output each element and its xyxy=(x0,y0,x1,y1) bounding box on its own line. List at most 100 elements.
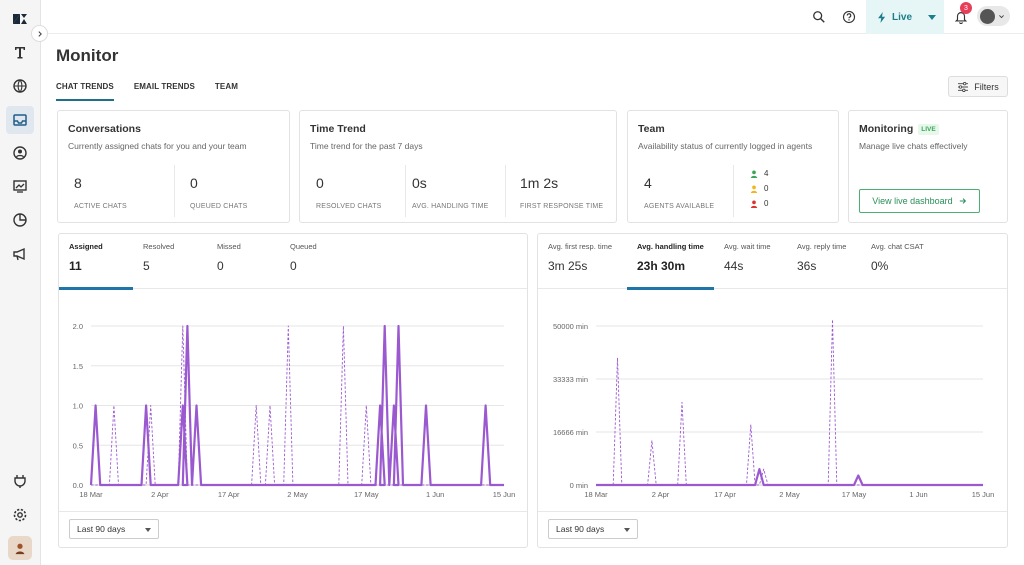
avg-handling-time-metric: 0s AVG. HANDLING TIME xyxy=(405,165,505,217)
x-tick-label: 17 Apr xyxy=(218,490,240,499)
metric-value: 1m 2s xyxy=(520,175,559,191)
tab-label: Resolved xyxy=(143,242,175,251)
tab-chat-trends[interactable]: CHAT TRENDS xyxy=(56,82,114,101)
x-tick-label: 1 Jun xyxy=(426,490,444,499)
contact-icon[interactable] xyxy=(6,139,34,167)
status-count: 0 xyxy=(764,199,769,208)
y-tick-label: 0 min xyxy=(570,481,588,490)
y-tick-label: 16666 min xyxy=(553,428,588,437)
tab-avg-handling-time[interactable]: Avg. handling time 23h 30m xyxy=(627,234,714,290)
series-line-current xyxy=(596,468,983,487)
inbox-icon[interactable] xyxy=(6,106,34,134)
panel-footer: Last 90 days xyxy=(59,511,527,547)
person-yellow-icon xyxy=(750,185,758,193)
team-card: Team Availability status of currently lo… xyxy=(627,110,839,223)
pie-chart-icon[interactable] xyxy=(6,206,34,234)
tab-value: 36s xyxy=(797,259,817,273)
y-tick-label: 33333 min xyxy=(553,375,588,384)
tab-avg-chat-csat[interactable]: Avg. chat CSAT 0% xyxy=(861,234,941,289)
tab-label: Avg. chat CSAT xyxy=(871,242,924,251)
active-chats-metric: 8 ACTIVE CHATS xyxy=(68,165,174,217)
tab-missed[interactable]: Missed 0 xyxy=(207,234,281,289)
tab-assigned[interactable]: Assigned 11 xyxy=(59,234,133,290)
x-tick-label: 2 May xyxy=(287,490,308,499)
y-tick-label: 1.5 xyxy=(73,362,83,371)
search-icon[interactable] xyxy=(810,8,828,26)
caret-down-icon xyxy=(145,528,151,532)
chats-volume-panel: Assigned 11 Resolved 5 Missed 0 Queued 0… xyxy=(58,233,528,548)
x-tick-label: 1 Jun xyxy=(909,490,927,499)
page-title: Monitor xyxy=(56,46,119,65)
x-tick-label: 18 Mar xyxy=(584,490,608,499)
user-avatar[interactable] xyxy=(8,536,32,560)
button-label: View live dashboard xyxy=(872,196,953,206)
card-title: Monitoring LIVE xyxy=(859,123,939,135)
live-status-dropdown[interactable]: Live xyxy=(866,0,944,34)
active-tab-indicator xyxy=(627,287,714,290)
plug-icon[interactable] xyxy=(6,467,34,495)
analytics-icon[interactable] xyxy=(6,172,34,200)
expand-sidebar-button[interactable] xyxy=(31,25,48,42)
tab-value: 23h 30m xyxy=(637,259,686,273)
live-badge: LIVE xyxy=(918,123,939,135)
away-agents-status: 0 xyxy=(750,184,768,193)
chevron-down-icon xyxy=(999,14,1004,18)
tab-label: Assigned xyxy=(69,242,103,251)
handling-time-line-chart: 0 min 16666 min 33333 min 50000 min 18 Mar 2 … xyxy=(553,319,994,499)
tab-avg-wait-time[interactable]: Avg. wait time 44s xyxy=(714,234,788,289)
card-subtitle: Time trend for the past 7 days xyxy=(310,141,423,151)
x-tick-label: 17 May xyxy=(842,490,867,499)
y-tick-label: 50000 min xyxy=(553,322,588,331)
tab-label: Avg. reply time xyxy=(797,242,847,251)
settings-gear-icon[interactable] xyxy=(6,501,34,529)
user-menu[interactable] xyxy=(977,6,1010,26)
card-title: Time Trend xyxy=(310,123,366,135)
tab-value: 0 xyxy=(290,259,297,273)
globe-icon[interactable] xyxy=(6,72,34,100)
tab-label: Avg. handling time xyxy=(637,242,704,251)
tab-avg-first-resp-time[interactable]: Avg. first resp. time 3m 25s xyxy=(538,234,627,289)
tab-label: Avg. wait time xyxy=(724,242,771,251)
tab-value: 44s xyxy=(724,259,744,273)
filters-button[interactable]: Filters xyxy=(948,76,1008,97)
card-subtitle: Currently assigned chats for you and you… xyxy=(68,141,247,151)
response-times-panel: Avg. first resp. time 3m 25s Avg. handli… xyxy=(537,233,1008,548)
view-live-dashboard-button[interactable]: View live dashboard xyxy=(859,189,980,213)
sidebar xyxy=(0,0,41,565)
zendesk-logo-icon[interactable] xyxy=(6,5,34,33)
tab-value: 5 xyxy=(143,259,150,273)
date-range-value: Last 90 days xyxy=(77,524,126,534)
arrow-right-icon xyxy=(959,198,966,204)
tab-queued[interactable]: Queued 0 xyxy=(280,234,354,289)
metric-label: AVG. HANDLING TIME xyxy=(412,203,489,210)
card-title: Conversations xyxy=(68,123,141,135)
status-count: 0 xyxy=(764,184,769,193)
date-range-select[interactable]: Last 90 days xyxy=(548,519,638,539)
tab-avg-reply-time[interactable]: Avg. reply time 36s xyxy=(787,234,861,289)
series-line-previous xyxy=(596,319,983,486)
caret-down-icon xyxy=(624,528,630,532)
metric-label: AGENTS AVAILABLE xyxy=(644,203,715,210)
x-tick-label: 17 May xyxy=(354,490,379,499)
assigned-chats-line-chart: 0.0 0.5 1.0 1.5 2.0 18 Mar 2 Apr 17 Apr 2 May 17 … xyxy=(73,322,516,499)
date-range-value: Last 90 days xyxy=(556,524,605,534)
x-tick-label: 15 Jun xyxy=(493,490,516,499)
date-range-select[interactable]: Last 90 days xyxy=(69,519,159,539)
tab-email-trends[interactable]: EMAIL TRENDS xyxy=(133,82,195,91)
metric-label: QUEUED CHATS xyxy=(190,203,248,210)
text-format-icon[interactable] xyxy=(6,38,34,66)
tab-resolved[interactable]: Resolved 5 xyxy=(133,234,207,289)
megaphone-icon[interactable] xyxy=(6,240,34,268)
chevron-right-icon xyxy=(37,30,42,37)
tab-team[interactable]: TEAM xyxy=(214,82,238,91)
sliders-icon xyxy=(958,81,969,92)
help-icon[interactable] xyxy=(840,8,858,26)
tab-label: Missed xyxy=(217,242,241,251)
series-line-current xyxy=(89,324,504,487)
metric-value: 0s xyxy=(412,175,427,191)
x-tick-label: 2 Apr xyxy=(652,490,670,499)
live-status-label: Live xyxy=(892,11,913,23)
time-metric-tabs: Avg. first resp. time 3m 25s Avg. handli… xyxy=(538,234,1007,290)
card-subtitle: Manage live chats effectively xyxy=(859,141,968,151)
panel-footer: Last 90 days xyxy=(538,511,1007,547)
